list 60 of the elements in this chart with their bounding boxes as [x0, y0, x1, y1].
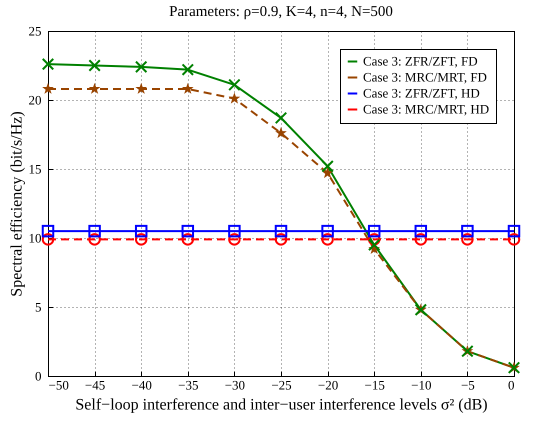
point [461, 233, 474, 246]
x-tick-label: −50 [48, 378, 69, 392]
point [42, 233, 54, 246]
x-tick-label: −20 [318, 378, 338, 392]
point [182, 224, 194, 238]
point [228, 224, 241, 238]
chart-title: Parameters: ρ=0.9, K=4, n=4, N=500 [169, 4, 393, 20]
point [182, 82, 194, 94]
point [322, 167, 334, 178]
point [88, 82, 100, 94]
point [42, 82, 54, 94]
point [88, 224, 101, 238]
y-axis-title: Spectral efficiency (bit/s/Hz) [8, 111, 26, 297]
point [134, 60, 148, 74]
point [414, 233, 428, 246]
point [88, 59, 101, 72]
point [321, 160, 334, 172]
point [88, 233, 101, 246]
y-tick-label: 15 [28, 162, 42, 176]
x-tick-label: −35 [178, 378, 198, 392]
point [274, 224, 288, 238]
x-axis-title: Self−loop interference and inter−user interference levels σ² (dB) [75, 396, 488, 414]
y-tick-label: 20 [28, 92, 42, 108]
point [274, 112, 288, 124]
point [368, 238, 380, 252]
point [228, 92, 240, 104]
point [274, 233, 288, 246]
point [414, 224, 428, 238]
point [368, 233, 380, 246]
x-tick-label: −10 [411, 378, 432, 392]
legend-label: Case 3: ZFR/ZFT, HD [363, 86, 480, 100]
point [508, 224, 520, 238]
point [321, 233, 334, 246]
x-tick-label: −30 [224, 378, 246, 392]
legend-label: Case 3: MRC/MRT, FD [363, 70, 487, 84]
point [182, 63, 194, 76]
point [228, 233, 241, 246]
point [135, 82, 148, 94]
y-tick-label: 5 [35, 300, 42, 314]
x-tick-label: 0 [508, 378, 514, 392]
point [228, 78, 241, 92]
point [368, 224, 380, 238]
point [134, 224, 148, 238]
point [461, 224, 474, 238]
x-tick-label: −15 [364, 378, 385, 392]
x-tick-label: −45 [84, 378, 106, 392]
x-tick-label: −25 [271, 378, 292, 392]
point [42, 224, 54, 238]
x-tick-label: −5 [460, 378, 475, 392]
point [42, 58, 54, 70]
point [275, 126, 287, 138]
y-tick-label: 25 [28, 24, 42, 38]
x-tick-label: −40 [132, 378, 152, 392]
point [508, 233, 520, 246]
point [182, 233, 194, 246]
point [321, 224, 334, 238]
y-tick-label: 10 [28, 230, 42, 246]
legend-label: Case 3: ZFR/ZFT, FD [363, 54, 478, 68]
point [134, 233, 148, 246]
legend-label: Case 3: MRC/MRT, HD [363, 102, 490, 116]
